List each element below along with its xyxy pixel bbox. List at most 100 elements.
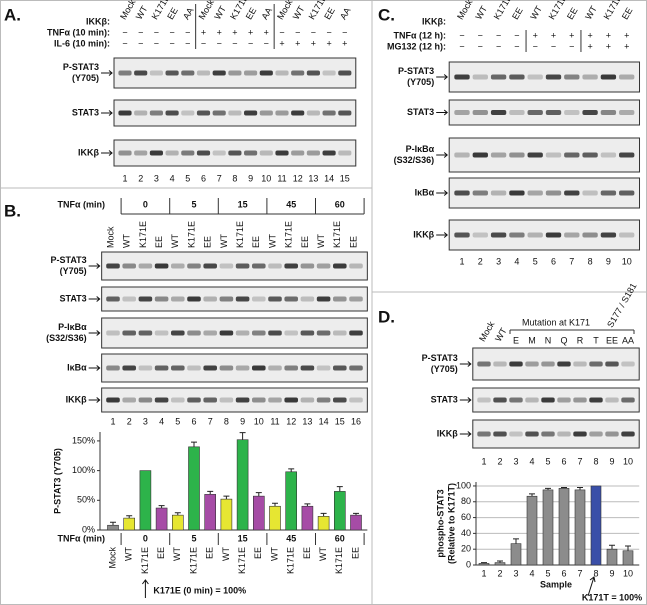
blot-band bbox=[106, 397, 120, 403]
lane-label: EE bbox=[510, 6, 525, 21]
blot-label: (Y705) bbox=[431, 364, 458, 374]
group-label: 15 bbox=[238, 199, 248, 209]
lane-label: WT bbox=[291, 4, 307, 22]
blot-band bbox=[621, 431, 635, 437]
treatment-sign: + bbox=[248, 27, 253, 37]
group-label: 45 bbox=[286, 199, 296, 209]
blot-band bbox=[122, 330, 137, 336]
group-label: 45 bbox=[286, 533, 296, 543]
blot-band bbox=[268, 365, 282, 371]
x-tick-label: 5 bbox=[545, 568, 550, 578]
error-bar bbox=[174, 512, 181, 516]
blot-band bbox=[244, 70, 258, 76]
treatment-sign: + bbox=[232, 27, 237, 37]
blot-band bbox=[525, 361, 539, 367]
lane-label: EE bbox=[165, 6, 180, 21]
lane-label: EE bbox=[154, 236, 164, 248]
blot-band bbox=[122, 397, 137, 403]
y-tick-label: 80 bbox=[461, 496, 471, 506]
row-label: IKKβ: bbox=[422, 16, 446, 26]
blot-band bbox=[251, 397, 266, 403]
blot-band bbox=[472, 190, 488, 196]
treatment-sign: − bbox=[264, 38, 269, 48]
treatment-sign: − bbox=[138, 27, 143, 37]
treatment-sign: − bbox=[311, 27, 316, 37]
blot-band bbox=[187, 365, 201, 371]
blot-band bbox=[557, 361, 571, 367]
x-tick-label: 7 bbox=[577, 568, 582, 578]
blot-band bbox=[493, 397, 507, 403]
lane-label: T bbox=[593, 335, 599, 345]
blot-band bbox=[619, 110, 635, 115]
error-bar bbox=[609, 544, 615, 550]
lane-number: 10 bbox=[623, 456, 633, 466]
bar bbox=[285, 471, 298, 531]
blot-band bbox=[619, 74, 635, 80]
blot-band bbox=[149, 150, 163, 156]
y-tick-label: 0% bbox=[82, 524, 95, 534]
blot-band bbox=[259, 70, 273, 76]
blot-band bbox=[118, 150, 132, 156]
blot-band bbox=[203, 263, 218, 269]
blot-band bbox=[589, 397, 603, 403]
x-tick-label: WT bbox=[221, 547, 231, 561]
lane-label: EE bbox=[606, 335, 618, 345]
blot-band bbox=[235, 365, 250, 371]
blot-arrow bbox=[88, 296, 101, 302]
blot-band bbox=[605, 361, 619, 367]
group-label: 60 bbox=[335, 199, 345, 209]
blot-band bbox=[284, 365, 299, 371]
blot-band bbox=[219, 365, 234, 371]
blot-band bbox=[275, 150, 289, 156]
bar bbox=[204, 494, 216, 531]
blot-band bbox=[564, 232, 580, 238]
blot-label: STAT3 bbox=[431, 394, 458, 404]
lane-number: 5 bbox=[533, 256, 538, 266]
bar bbox=[542, 489, 554, 566]
blot-band bbox=[284, 263, 299, 269]
blot-band bbox=[600, 152, 617, 158]
lane-label: Mock bbox=[275, 0, 295, 21]
blot-band bbox=[291, 150, 305, 156]
blot-band bbox=[196, 110, 211, 116]
blot-band bbox=[316, 365, 331, 371]
lane-number: 7 bbox=[569, 256, 574, 266]
blot-band bbox=[275, 70, 289, 76]
row-label: TNFα (10 min): bbox=[47, 27, 110, 37]
blot-band bbox=[181, 150, 195, 156]
blot-band bbox=[219, 296, 234, 302]
treatment-sign: − bbox=[514, 30, 519, 40]
lane-label: WT bbox=[528, 4, 544, 22]
lane-label: R bbox=[577, 335, 584, 345]
treatment-sign: + bbox=[606, 41, 611, 51]
x-tick-label: EE bbox=[156, 547, 166, 559]
lane-label: K171E bbox=[547, 0, 569, 21]
error-bar bbox=[577, 487, 583, 490]
group-label: 5 bbox=[191, 533, 196, 543]
blot-band bbox=[349, 330, 363, 336]
lane-number: 12 bbox=[293, 173, 303, 183]
blot-label: P-STAT3 bbox=[422, 353, 458, 363]
lane-label: K171E bbox=[138, 221, 148, 248]
blot-band bbox=[154, 397, 169, 403]
blot-band bbox=[509, 361, 523, 367]
blot-band bbox=[154, 365, 169, 371]
lane-label: AA bbox=[259, 6, 274, 21]
blot-label: IKKβ bbox=[413, 229, 434, 239]
blot-band bbox=[154, 296, 169, 302]
annotation: K171T = 100% bbox=[582, 592, 642, 602]
lane-number: 3 bbox=[496, 256, 501, 266]
blot-label: (S32/S36) bbox=[394, 155, 435, 165]
blot-band bbox=[284, 296, 299, 302]
bar bbox=[510, 543, 522, 566]
y-tick-label: 100% bbox=[72, 465, 95, 475]
lane-label: EE bbox=[620, 6, 635, 21]
blot-band bbox=[196, 70, 211, 76]
bar bbox=[107, 524, 119, 531]
lane-number: 2 bbox=[478, 256, 483, 266]
x-tick-label: EE bbox=[302, 547, 312, 559]
blot-band bbox=[138, 263, 153, 269]
treatment-sign: − bbox=[551, 41, 556, 51]
lane-number: 10 bbox=[254, 416, 264, 426]
